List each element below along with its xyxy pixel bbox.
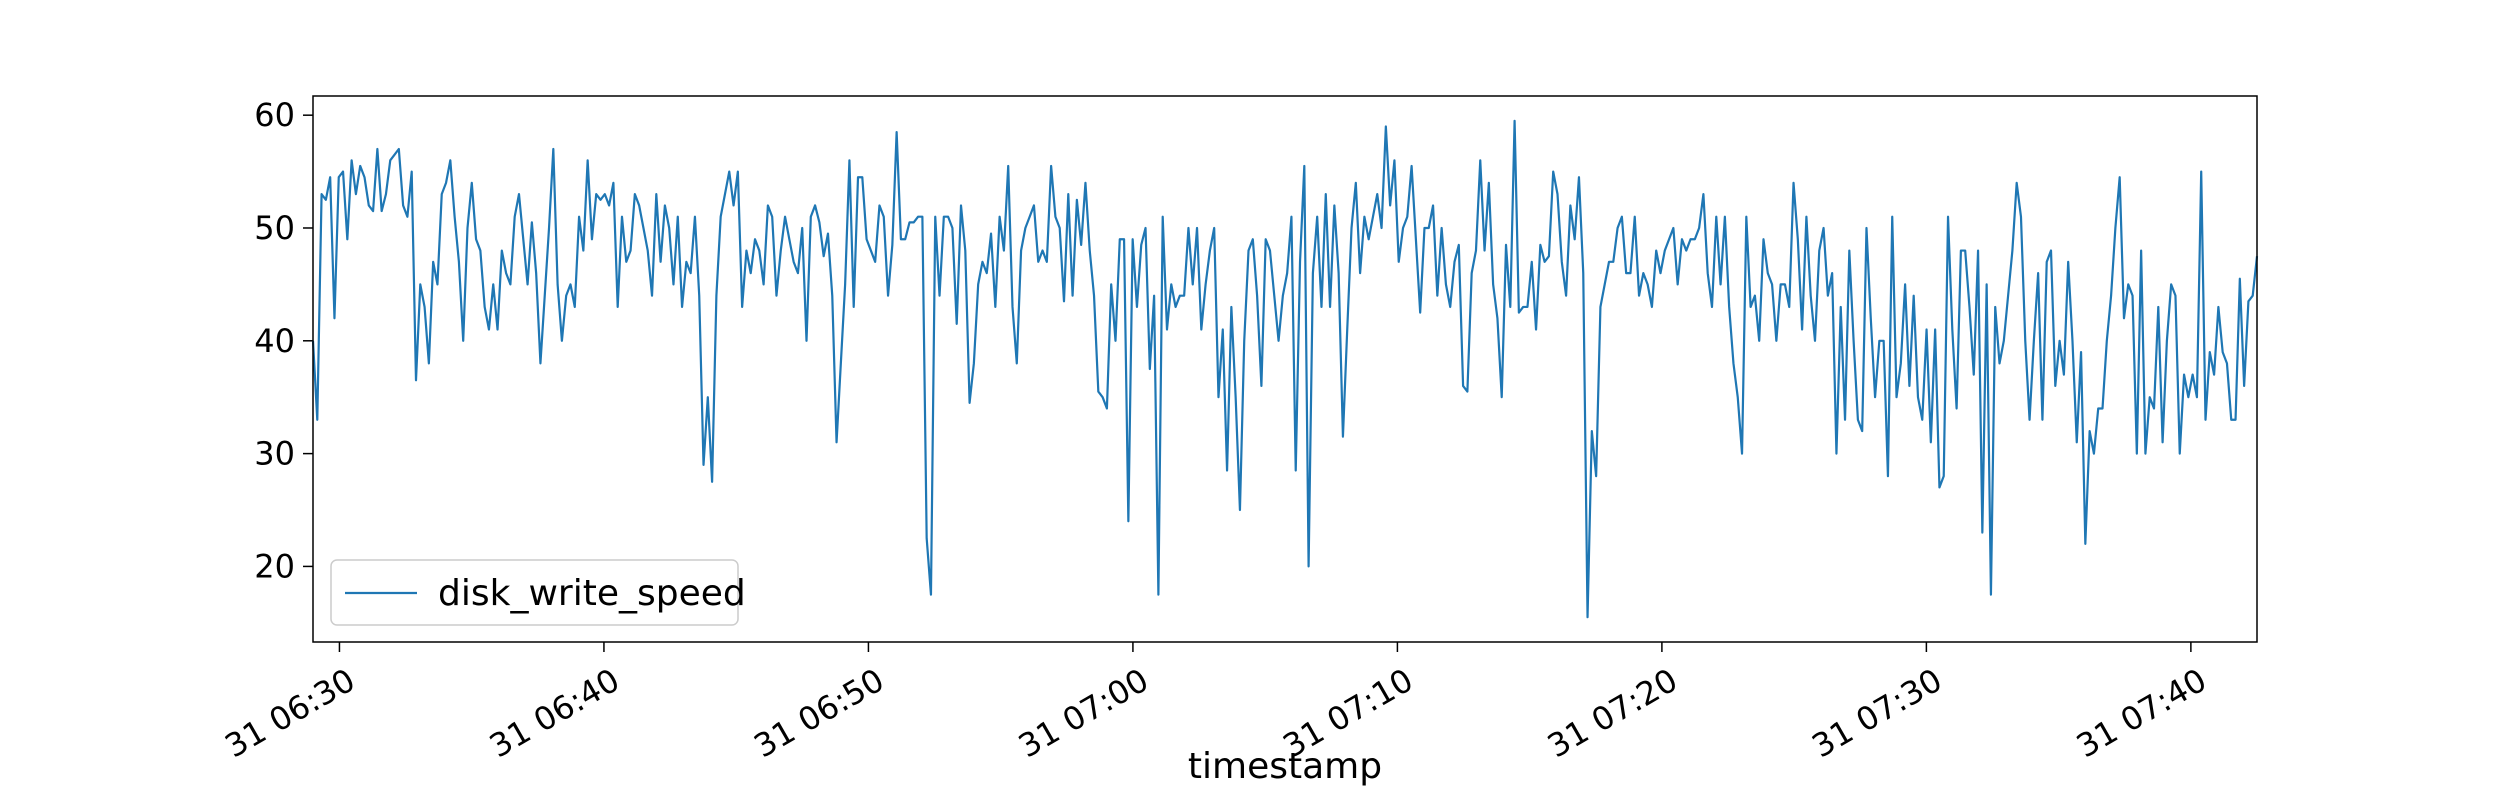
x-axis-label: timestamp bbox=[1188, 746, 1382, 787]
series-layer bbox=[311, 119, 2259, 619]
x-tick-label: 31 07:40 bbox=[2070, 661, 2213, 765]
x-tick-label: 31 06:50 bbox=[747, 661, 890, 765]
legend-box bbox=[330, 559, 739, 626]
y-tick-label: 60 bbox=[254, 96, 295, 134]
x-tick-label: 31 06:40 bbox=[483, 661, 626, 765]
y-axis-ticks: 20 30 40 50 60 bbox=[254, 96, 313, 585]
legend-label-disk-write-speed: disk_write_speed bbox=[438, 573, 746, 614]
plot-frame bbox=[312, 95, 2258, 643]
x-tick-label: 31 06:30 bbox=[219, 661, 362, 765]
y-tick-label: 30 bbox=[254, 435, 295, 473]
x-tick-label: 31 07:00 bbox=[1012, 661, 1155, 765]
series-line-disk-write-speed bbox=[311, 119, 2259, 619]
y-tick-label: 50 bbox=[254, 209, 295, 247]
x-tick-label: 31 07:30 bbox=[1805, 661, 1948, 765]
y-tick-label: 40 bbox=[254, 322, 295, 360]
x-tick-label: 31 07:20 bbox=[1541, 661, 1684, 765]
y-tick-label: 20 bbox=[254, 547, 295, 585]
legend: disk_write_speed bbox=[330, 559, 746, 626]
